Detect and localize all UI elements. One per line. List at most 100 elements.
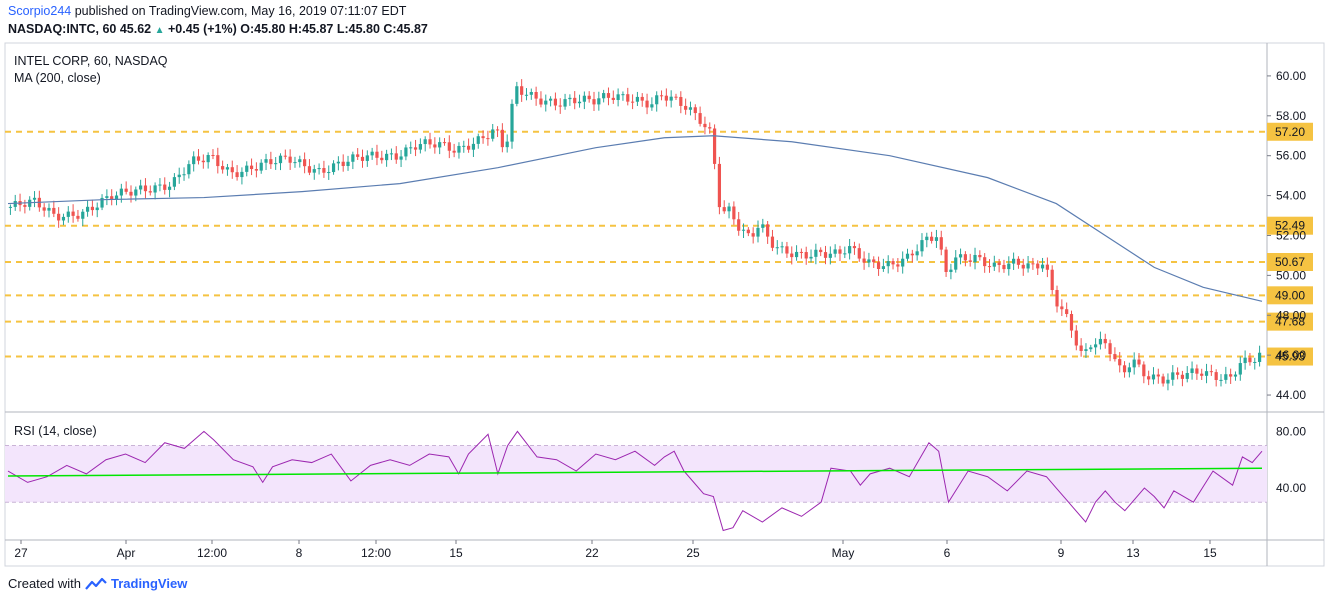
candle-body [587, 95, 591, 100]
candle-body [819, 249, 823, 253]
candle-body [973, 254, 977, 262]
candle-body [659, 95, 664, 97]
candle-body [848, 246, 852, 254]
candle-body [8, 206, 13, 208]
candle-body [568, 97, 572, 100]
candle-body [471, 143, 476, 150]
time-tick-label: 13 [1126, 546, 1140, 560]
candle-body [1045, 264, 1049, 270]
candle-body [1021, 264, 1025, 269]
price-tick-label: 54.00 [1276, 189, 1306, 203]
price-change: +0.45 (+1%) [167, 22, 237, 36]
time-tick-label: 9 [1058, 546, 1065, 560]
candle-body [558, 105, 562, 107]
candle-body [688, 107, 693, 110]
candle-body [790, 253, 794, 258]
candle-body [548, 98, 553, 101]
ohlc-values: O:45.80 H:45.87 L:45.80 C:45.87 [240, 22, 428, 36]
candle-body [288, 156, 292, 163]
candle-body [341, 161, 345, 167]
candle-body [674, 96, 678, 98]
candle-body [322, 168, 326, 173]
candle-body [452, 150, 456, 153]
time-tick-label: 8 [296, 546, 303, 560]
price-tick-label: 46.00 [1276, 348, 1306, 362]
candle-body [1069, 314, 1074, 331]
candle-body [134, 189, 138, 196]
candle-body [370, 151, 374, 156]
candle-body [1233, 374, 1238, 377]
candle-body [467, 145, 471, 150]
time-tick-label: May [832, 546, 855, 560]
level-tag-4 [1267, 312, 1313, 331]
candle-body [1060, 306, 1064, 310]
rsi-lines [7, 430, 1263, 532]
candle-body [1084, 349, 1088, 351]
candle-body [997, 262, 1001, 265]
candle-body [693, 107, 697, 114]
candle-body [327, 172, 331, 174]
candle-body [1219, 379, 1223, 381]
candle-body [963, 254, 967, 261]
candle-body [987, 266, 992, 268]
candle-body [655, 95, 659, 105]
candle-body [862, 258, 866, 263]
candle-body [780, 246, 784, 248]
candle-body [235, 172, 239, 178]
candle-body [259, 162, 263, 171]
candle-body [708, 127, 712, 129]
candle-body [23, 205, 27, 207]
candle-body [891, 261, 895, 265]
candle-body [505, 141, 509, 148]
candle-body [712, 128, 717, 164]
candle-body [843, 253, 847, 255]
price-tick-label: 56.00 [1276, 149, 1306, 163]
time-tick-label: 12:00 [361, 546, 391, 560]
candle-body [876, 262, 881, 269]
candle-body [1214, 372, 1218, 380]
candle-body [881, 266, 885, 269]
time-tick-label: 12:00 [197, 546, 227, 560]
author-link[interactable]: Scorpio244 [8, 4, 72, 18]
candle-body [66, 211, 70, 217]
candle-body [732, 206, 736, 220]
level-label-3: 49.00 [1275, 288, 1305, 302]
candle-body [1200, 373, 1204, 376]
candle-body [626, 94, 630, 102]
candle-body [635, 96, 640, 102]
candle-body [1243, 357, 1247, 364]
candle-body [423, 139, 427, 145]
candle-body [47, 207, 51, 211]
created-with-label: Created with [8, 576, 81, 591]
candle-body [630, 101, 635, 103]
candle-body [1190, 368, 1194, 374]
price-tick-label: 60.00 [1276, 69, 1306, 83]
time-tick-label: Apr [117, 546, 136, 560]
candle-body [949, 269, 953, 272]
candle-body [476, 136, 480, 144]
up-arrow-icon: ▲ [154, 25, 165, 36]
level-label-0: 57.20 [1275, 125, 1305, 139]
level-tag-2 [1267, 253, 1313, 272]
candle-body [442, 142, 447, 144]
horizontal-levels: 57.20 52.49 50.67 49.00 47.68 45.93 [5, 122, 1313, 366]
tradingview-brand-link[interactable]: TradingView [110, 576, 188, 591]
rsi-tick-label: 80.00 [1276, 424, 1306, 438]
candle-body [167, 186, 172, 190]
candle-body [669, 96, 673, 101]
candle-body [1171, 372, 1175, 380]
time-tick-label: 15 [449, 546, 463, 560]
candle-body [90, 206, 95, 211]
candle-body [809, 256, 813, 259]
candle-body [245, 165, 249, 172]
candle-body [1132, 359, 1136, 368]
candle-body [573, 97, 577, 104]
candle-body [664, 95, 668, 101]
candle-body [896, 264, 900, 267]
candle-body [409, 147, 413, 149]
candle-body [1175, 372, 1180, 375]
time-tick-label: 27 [14, 546, 28, 560]
candle-body [905, 253, 910, 259]
candle-body [1016, 258, 1021, 265]
